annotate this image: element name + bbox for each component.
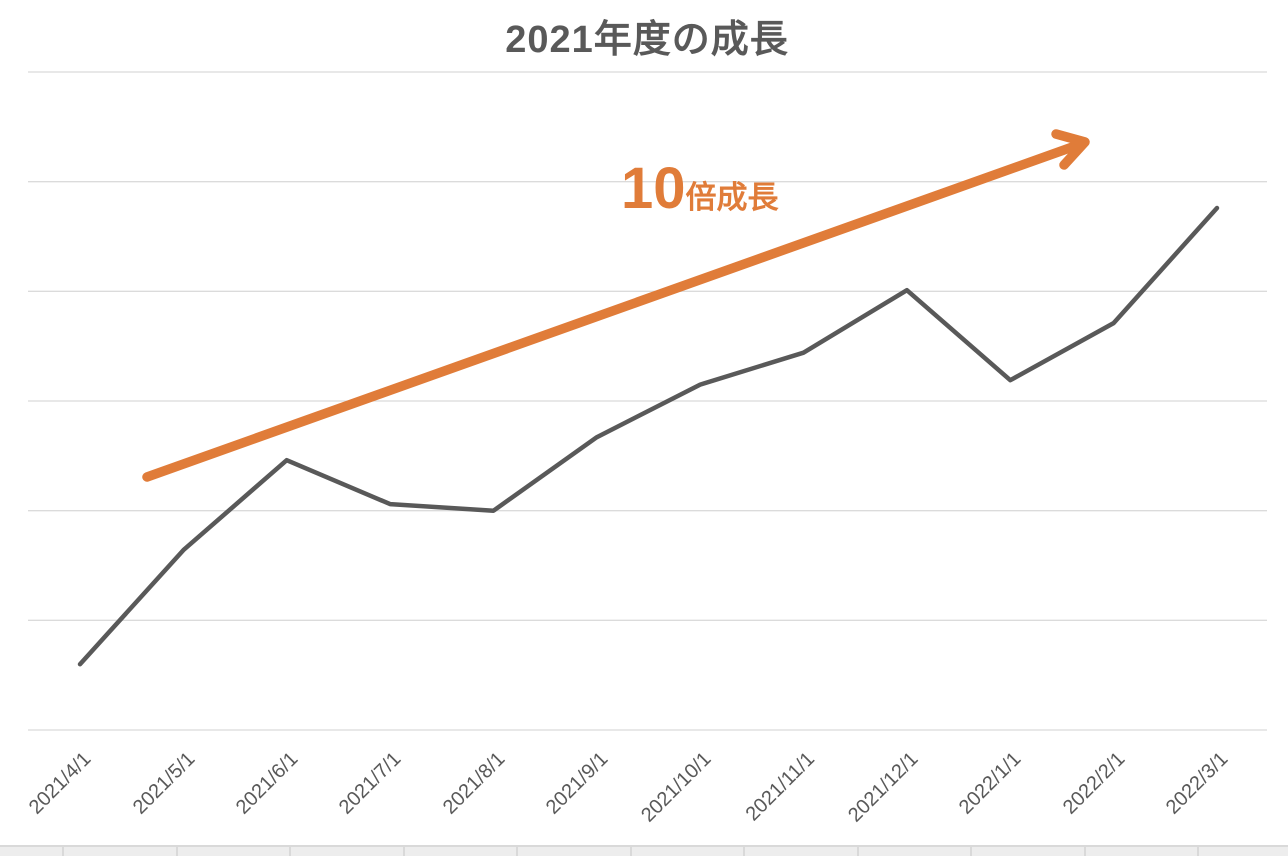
cell-border bbox=[1197, 847, 1199, 856]
cell-border bbox=[516, 847, 518, 856]
annotation-label: 倍成長 bbox=[685, 180, 779, 215]
cell-border bbox=[856, 847, 859, 856]
growth-arrow-head-icon bbox=[1051, 129, 1090, 170]
growth-annotation: 10倍成長 bbox=[621, 160, 779, 218]
cell-border bbox=[629, 847, 632, 856]
cell-border bbox=[1083, 847, 1086, 856]
horizontal-gridlines bbox=[28, 71, 1267, 731]
cell-border bbox=[175, 847, 178, 856]
cell-border bbox=[62, 847, 64, 856]
cell-border bbox=[743, 847, 745, 856]
cell-border bbox=[402, 847, 405, 856]
growth-arrow-shaft bbox=[142, 140, 1083, 482]
annotation-multiplier: 10 bbox=[621, 156, 686, 221]
cell-border bbox=[289, 847, 291, 856]
cell-border bbox=[970, 847, 972, 856]
spreadsheet-cells-band bbox=[0, 845, 1288, 856]
data-series-line bbox=[77, 205, 1220, 667]
chart-title: 2021年度の成長 bbox=[505, 19, 789, 61]
growth-arrow bbox=[142, 129, 1090, 482]
